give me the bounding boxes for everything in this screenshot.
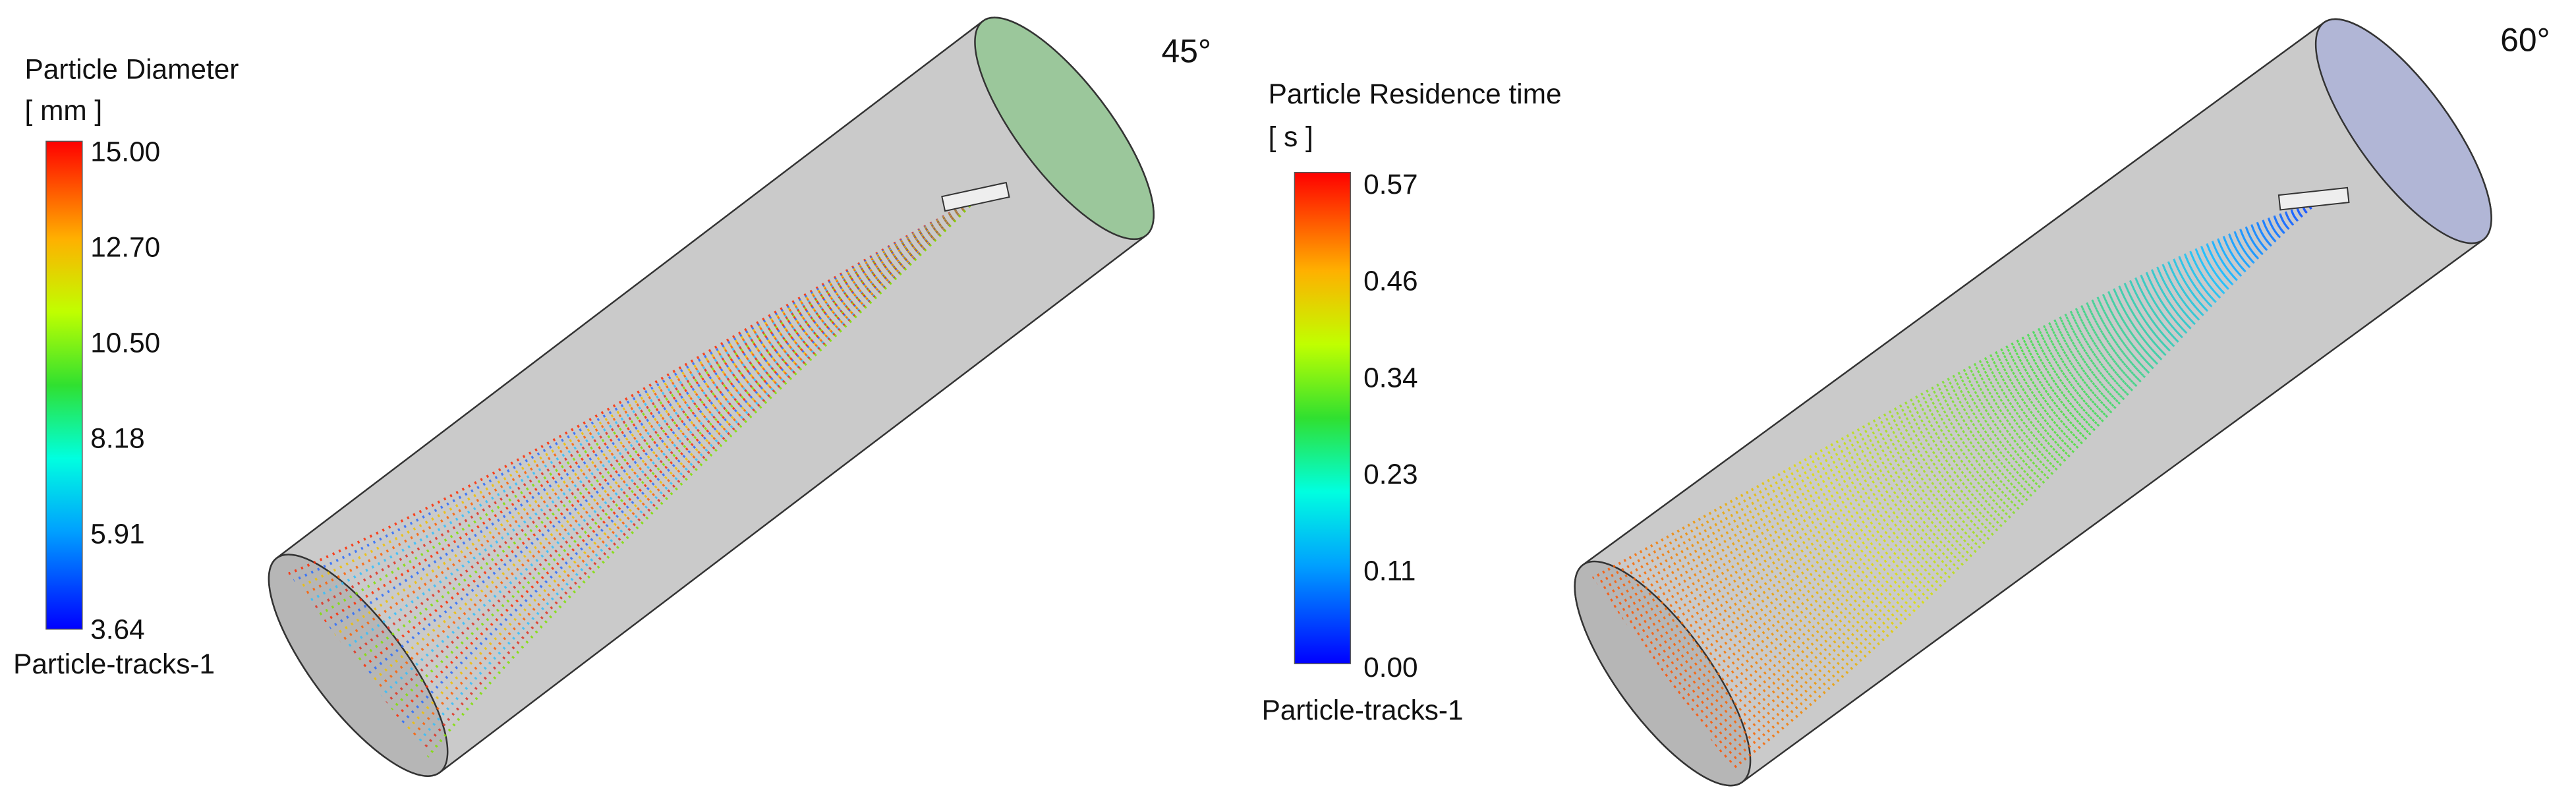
track — [1702, 202, 2317, 730]
track — [1621, 202, 2317, 620]
track — [1659, 202, 2317, 672]
colorbar-tick-label: 5.91 — [90, 519, 144, 550]
track — [1642, 202, 2317, 649]
colorbar-tick-label: 0.11 — [1363, 555, 1416, 586]
track — [324, 199, 976, 623]
track — [1689, 202, 2317, 712]
colorbar-tick-label: 15.00 — [90, 136, 160, 167]
track-label: Particle-tracks-1 — [13, 648, 215, 679]
cylinder — [268, 16, 1155, 777]
track — [1676, 202, 2317, 695]
track — [375, 199, 976, 691]
nozzle — [2277, 186, 2350, 211]
track — [344, 199, 976, 650]
track — [1710, 202, 2317, 741]
colorbar-ticks: 0.57 0.46 0.34 0.23 0.11 0.00 — [1363, 169, 1417, 683]
track — [1672, 202, 2317, 689]
colorbar-tick-label: 0.00 — [1363, 652, 1417, 683]
cylinder — [1574, 18, 2492, 787]
cylinder-inlet — [1574, 560, 1752, 787]
legend-unit: [ mm ] — [25, 95, 103, 126]
track — [339, 199, 976, 643]
track — [334, 199, 976, 636]
colorbar-tick-label: 0.23 — [1363, 459, 1417, 490]
colorbar-tick-label: 12.70 — [90, 231, 160, 262]
legend-title: Particle Diameter — [25, 54, 239, 85]
track — [288, 199, 976, 575]
legend-title: Particle Residence time — [1269, 78, 1562, 109]
track — [1693, 202, 2317, 718]
track — [386, 199, 976, 704]
particle-tracks — [1591, 202, 2317, 770]
track — [380, 199, 976, 697]
track — [1680, 202, 2317, 701]
track — [1668, 202, 2317, 683]
colorbar-tick-label: 8.18 — [90, 423, 144, 454]
track — [1685, 202, 2317, 706]
colorbar — [1294, 171, 1351, 664]
nozzle — [941, 181, 1010, 212]
particle-tracks — [288, 199, 976, 758]
legend-unit: [ s ] — [1269, 121, 1313, 152]
track — [395, 199, 976, 718]
track — [329, 199, 976, 629]
track — [1651, 202, 2317, 660]
colorbar-ticks: 15.00 12.70 10.50 8.18 5.91 3.64 — [90, 136, 160, 644]
track — [1638, 202, 2317, 643]
colorbar — [45, 140, 83, 630]
track — [1714, 202, 2317, 747]
track — [1655, 202, 2317, 666]
track — [1647, 202, 2317, 655]
track — [1706, 202, 2317, 735]
track — [1626, 202, 2317, 626]
track — [1698, 202, 2317, 724]
cylinder-outlet — [974, 16, 1155, 241]
colorbar-tick-label: 3.64 — [90, 614, 144, 645]
angle-label: 45° — [1162, 33, 1211, 70]
angle-label: 60° — [2500, 21, 2550, 58]
track-label: Particle-tracks-1 — [1262, 695, 1464, 726]
colorbar-tick-label: 0.57 — [1363, 169, 1417, 200]
colorbar-tick-label: 0.46 — [1363, 266, 1417, 297]
cylinder-outlet — [2314, 18, 2492, 244]
track — [391, 199, 976, 710]
colorbar-tick-label: 10.50 — [90, 327, 160, 358]
colorbar-tick-label: 0.34 — [1363, 362, 1417, 393]
track — [1663, 202, 2317, 678]
